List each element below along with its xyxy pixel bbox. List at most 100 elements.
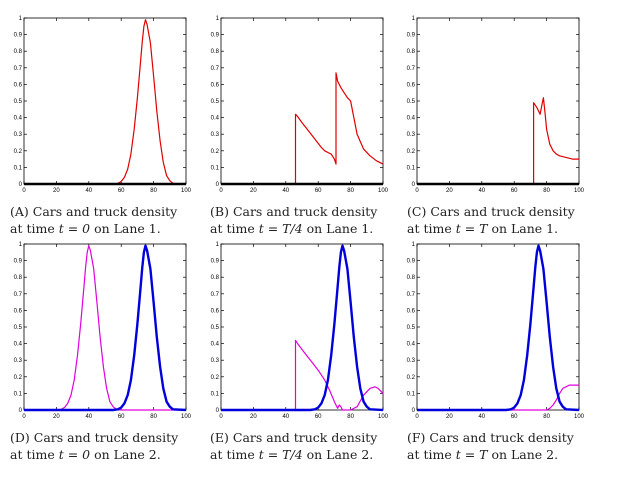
y-tick-label: 0.4 [14,342,23,348]
caption-c: (C) Cars and truck density at time t = T… [407,203,602,237]
caption-pre: at time [407,447,456,462]
caption-post: on Lane 2. [90,447,161,462]
caption-pre: at time [210,447,259,462]
x-tick-label: 60 [118,188,125,194]
y-tick-label: 0.6 [14,82,23,88]
caption-a: (A) Cars and truck density at time t = 0… [10,203,205,237]
y-tick-label: 0.8 [14,275,23,281]
caption-math: t = T [455,447,488,462]
y-tick-label: 0.7 [211,66,220,72]
x-tick-label: 60 [511,414,518,420]
caption-f: (F) Cars and truck density at time t = T… [407,429,602,463]
y-tick-label: 0.6 [211,308,220,314]
caption-line1: Cars and truck density [32,204,178,219]
y-tick-label: 0.3 [407,132,416,138]
x-tick-label: 0 [219,414,223,420]
caption-pre: at time [210,221,259,236]
caption-math: t = 0 [58,447,91,462]
series-line-cars [417,97,579,185]
series-line-cars [221,72,384,185]
x-tick-label: 60 [511,188,518,194]
caption-line1: Cars and truck density [429,430,574,445]
caption-label: (B) [210,204,229,219]
caption-math: t = T/4 [258,447,303,462]
x-tick-label: 0 [22,414,26,420]
y-tick-label: 0.6 [211,82,220,88]
y-tick-label: 0.9 [211,33,220,39]
y-tick-label: 0.3 [211,132,220,138]
series-line-cars [221,339,384,411]
y-tick-label: 0.3 [14,132,23,138]
y-tick-label: 0.1 [407,391,416,397]
x-tick-label: 80 [150,414,157,420]
y-tick-label: 0.3 [211,358,220,364]
y-tick-label: 0 [216,408,220,414]
x-tick-label: 100 [378,188,389,194]
x-tick-label: 20 [446,414,453,420]
y-tick-label: 0.4 [407,116,416,122]
y-tick-label: 0.3 [407,358,416,364]
caption-line1: Cars and truck density [232,430,378,445]
x-tick-label: 80 [347,414,354,420]
y-tick-label: 0 [412,408,416,414]
caption-pre: at time [407,221,456,236]
y-tick-label: 0 [19,182,23,188]
caption-math: t = 0 [58,221,91,236]
x-tick-label: 60 [315,414,322,420]
y-tick-label: 1 [216,242,220,248]
y-tick-label: 0 [19,408,23,414]
y-tick-label: 0.2 [407,375,416,381]
y-tick-label: 0.8 [14,49,23,55]
x-tick-label: 100 [574,188,585,194]
x-tick-label: 40 [85,188,92,194]
plot-frame [23,17,187,185]
x-tick-label: 0 [219,188,223,194]
caption-post: on Lane 1. [90,221,161,236]
caption-math: t = T [455,221,488,236]
chart-panel-f: 0 0.1 0.2 0.3 0.4 0.5 0.6 0.7 0.8 0.9 1 0 20 40 60 80 10… [407,242,585,420]
caption-label: (E) [210,430,229,445]
caption-math: t = T/4 [258,221,303,236]
chart-panel-d: 0 0.1 0.2 0.3 0.4 0.5 0.6 0.7 0.8 0.9 1 0 20 40 60 80 10… [14,242,192,420]
x-tick-label: 80 [150,188,157,194]
caption-label: (D) [10,430,30,445]
y-tick-label: 0.9 [14,259,23,265]
x-tick-label: 40 [85,414,92,420]
y-tick-label: 0 [412,182,416,188]
x-tick-label: 40 [478,188,485,194]
y-tick-label: 0.5 [407,325,416,331]
x-tick-label: 20 [446,188,453,194]
x-tick-label: 0 [415,414,419,420]
y-tick-label: 0.6 [14,308,23,314]
y-tick-label: 0.1 [211,391,220,397]
y-tick-label: 1 [216,16,220,22]
y-tick-label: 0.7 [407,292,416,298]
plot-frame [220,17,384,185]
y-tick-label: 1 [19,242,23,248]
chart-panel-a: 0 0.1 0.2 0.3 0.4 0.5 0.6 0.7 0.8 0.9 1 0 20 40 60 80 10… [14,16,192,194]
x-tick-label: 20 [53,414,60,420]
y-tick-label: 0.4 [211,116,220,122]
y-tick-label: 1 [412,242,416,248]
caption-label: (C) [407,204,427,219]
y-tick-label: 0.8 [407,275,416,281]
y-tick-label: 0.4 [211,342,220,348]
y-tick-label: 0.5 [211,325,220,331]
y-tick-label: 0 [216,182,220,188]
y-tick-label: 0.9 [407,259,416,265]
x-tick-label: 100 [574,414,585,420]
x-tick-label: 80 [543,414,550,420]
caption-post: on Lane 2. [487,447,559,462]
caption-label: (F) [407,430,426,445]
caption-e: (E) Cars and truck density at time t = T… [210,429,405,463]
y-tick-label: 0.4 [407,342,416,348]
y-tick-label: 0.6 [407,82,416,88]
y-tick-label: 0.7 [14,292,23,298]
x-tick-label: 20 [250,414,257,420]
series-line-truck [417,244,580,412]
y-tick-label: 0.9 [407,33,416,39]
caption-b: (B) Cars and truck density at time t = T… [210,203,405,237]
y-tick-label: 0.7 [211,292,220,298]
y-tick-label: 0.1 [14,165,23,171]
caption-label: (A) [10,204,29,219]
